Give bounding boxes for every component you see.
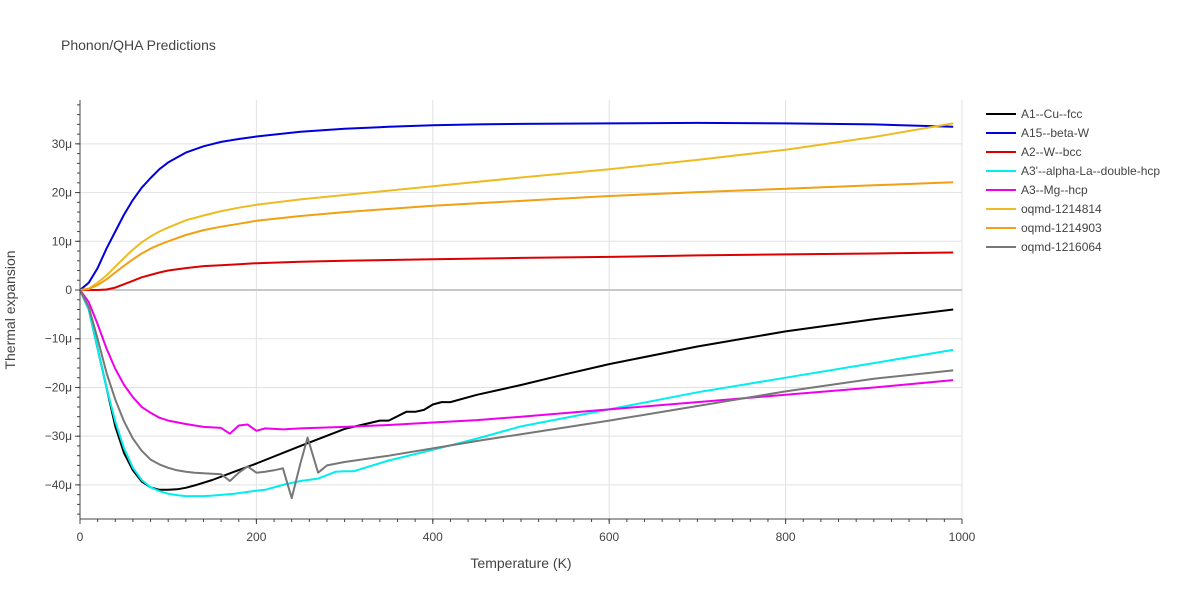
tick-labels: 0 200 400 600 800 1000 −40μ −30μ −20μ −10μ 0 10μ 20μ…	[45, 137, 976, 544]
y-axis-title: Thermal expansion	[2, 250, 18, 369]
y-tick-label: −40μ	[45, 478, 72, 492]
x-tick-label: 600	[599, 530, 619, 544]
legend-label: oqmd-1216064	[1021, 240, 1102, 254]
y-tick-label: −20μ	[45, 380, 72, 394]
legend-label: oqmd-1214903	[1021, 221, 1102, 235]
axes	[75, 100, 963, 524]
series-line	[79, 289, 954, 500]
chart-title: Phonon/QHA Predictions	[61, 37, 216, 53]
plot-area	[79, 121, 954, 500]
y-tick-label: −10μ	[45, 332, 72, 346]
legend-label: A3--Mg--hcp	[1021, 183, 1088, 197]
legend-label: A3'--alpha-La--double-hcp	[1021, 164, 1160, 178]
y-tick-label: 20μ	[52, 186, 72, 200]
x-tick-label: 200	[246, 530, 266, 544]
y-tick-label: −30μ	[45, 429, 72, 443]
x-tick-label: 1000	[949, 530, 976, 544]
series-line	[80, 251, 954, 291]
legend-label: A1--Cu--fcc	[1021, 107, 1082, 121]
x-tick-label: 800	[776, 530, 796, 544]
series-line	[79, 181, 954, 291]
series-line	[79, 289, 954, 498]
legend-label: A15--beta-W	[1021, 126, 1090, 140]
x-tick-label: 400	[423, 530, 443, 544]
legend: A1--Cu--fcc A15--beta-W A2--W--bcc A3'--alp…	[986, 107, 1160, 254]
legend-label: oqmd-1214814	[1021, 202, 1102, 216]
x-axis-title: Temperature (K)	[470, 555, 571, 571]
series-line	[79, 289, 954, 491]
gridlines	[80, 100, 963, 519]
series-line	[79, 122, 954, 291]
series-line	[79, 121, 954, 291]
y-tick-label: 0	[65, 283, 72, 297]
y-tick-label: 10μ	[52, 234, 72, 248]
x-tick-label: 0	[77, 530, 84, 544]
series-line	[79, 289, 954, 435]
y-tick-label: 30μ	[52, 137, 72, 151]
legend-label: A2--W--bcc	[1021, 145, 1081, 159]
